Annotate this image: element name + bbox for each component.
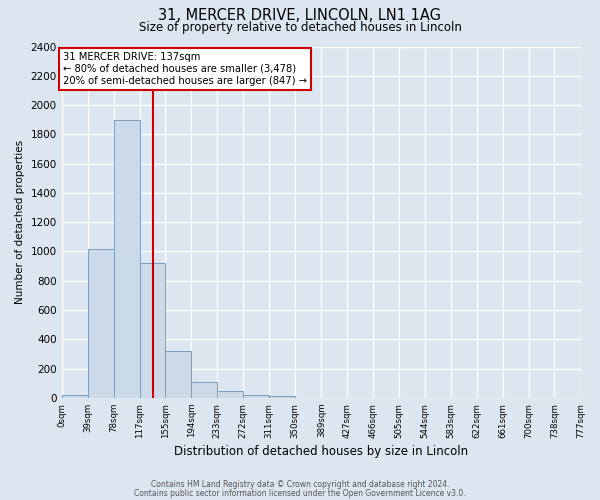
Bar [62, 395, 88, 398]
Text: Size of property relative to detached houses in Lincoln: Size of property relative to detached ho… [139, 21, 461, 34]
Text: 31, MERCER DRIVE, LINCOLN, LN1 1AG: 31, MERCER DRIVE, LINCOLN, LN1 1AG [158, 8, 442, 22]
Text: Contains public sector information licensed under the Open Government Licence v3: Contains public sector information licen… [134, 488, 466, 498]
Y-axis label: Number of detached properties: Number of detached properties [15, 140, 25, 304]
Bar [191, 382, 217, 398]
Bar [114, 120, 140, 398]
Bar [243, 395, 269, 398]
Bar [88, 248, 114, 398]
Bar [217, 391, 243, 398]
X-axis label: Distribution of detached houses by size in Lincoln: Distribution of detached houses by size … [174, 444, 468, 458]
Bar [165, 351, 191, 398]
Bar [140, 263, 165, 398]
Bar [269, 396, 295, 398]
Text: Contains HM Land Registry data © Crown copyright and database right 2024.: Contains HM Land Registry data © Crown c… [151, 480, 449, 489]
Text: 31 MERCER DRIVE: 137sqm
← 80% of detached houses are smaller (3,478)
20% of semi: 31 MERCER DRIVE: 137sqm ← 80% of detache… [63, 52, 307, 86]
